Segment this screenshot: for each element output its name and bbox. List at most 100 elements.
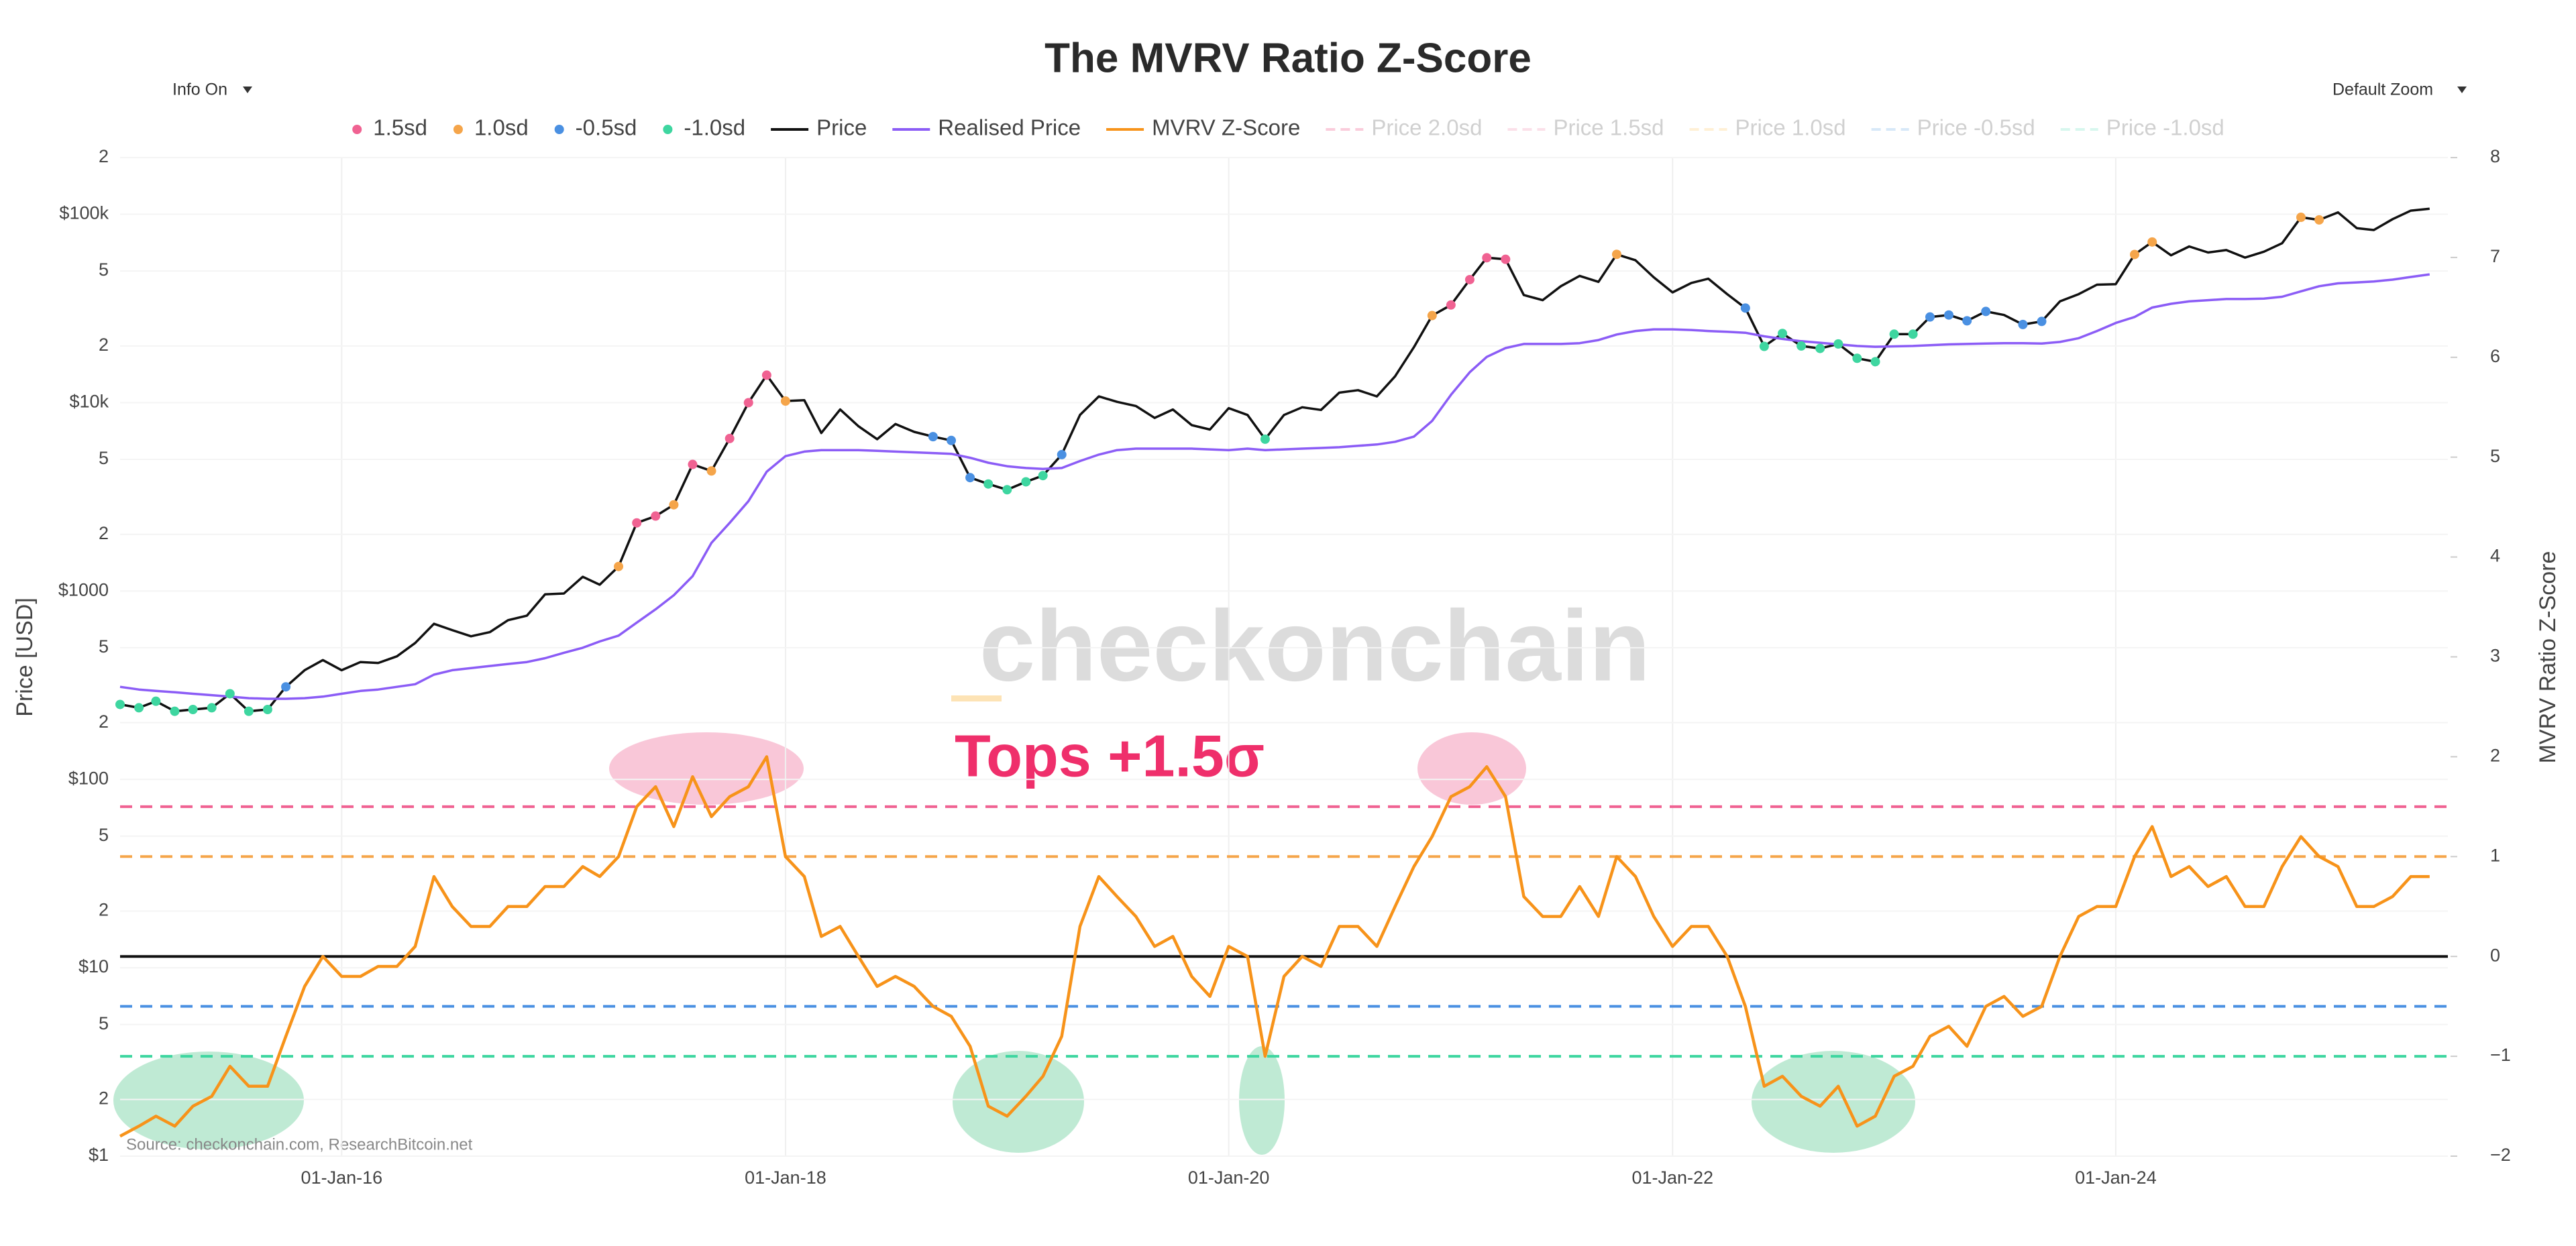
y2-tick-label: 3 <box>2490 646 2500 666</box>
band-marker <box>947 435 957 445</box>
legend-swatch <box>554 125 564 134</box>
band-marker <box>1833 339 1843 349</box>
band-marker <box>632 518 642 528</box>
legend-label: 1.0sd <box>474 115 529 140</box>
series-line <box>119 755 2430 1138</box>
source-note: Source: checkonchain.com, ResearchBitcoi… <box>126 1135 473 1153</box>
legend-label: Price 1.0sd <box>1735 115 1846 140</box>
legend-item[interactable]: -1.0sd <box>663 115 745 140</box>
band-marker <box>1611 249 1621 260</box>
bottom-highlight <box>1239 1046 1285 1155</box>
y-tick-label: 2 <box>99 146 109 166</box>
band-marker <box>706 466 716 476</box>
band-marker <box>207 703 217 713</box>
band-marker <box>2314 215 2324 225</box>
band-marker <box>115 699 125 710</box>
band-marker <box>1981 306 1991 317</box>
y-tick-label: 5 <box>99 825 109 845</box>
band-marker <box>2018 319 2028 329</box>
legend-label: Price -1.0sd <box>2106 115 2224 140</box>
legend-item[interactable]: Price 2.0sd <box>1326 115 1482 140</box>
y-tick-label: $100 <box>68 768 109 788</box>
top-highlight <box>1417 732 1526 805</box>
band-marker <box>1021 477 1031 487</box>
y2-tick-label: −2 <box>2490 1145 2511 1165</box>
legend-label: Realised Price <box>938 115 1081 140</box>
y2-tick-label: 7 <box>2490 246 2500 266</box>
y-tick-label: 5 <box>99 448 109 468</box>
band-marker <box>1464 274 1474 284</box>
band-marker <box>1482 253 1492 263</box>
y2-axis-title: MVRV Ratio Z-Score <box>2535 551 2561 764</box>
band-marker <box>1038 471 1048 481</box>
legend-item[interactable]: Realised Price <box>892 115 1081 140</box>
x-tick-label: 01-Jan-24 <box>2075 1168 2157 1188</box>
y-tick-label: 5 <box>99 636 109 657</box>
y2-tick-label: 1 <box>2490 845 2500 865</box>
legend-label: Price 1.5sd <box>1553 115 1664 140</box>
y2-tick-label: 6 <box>2490 346 2500 366</box>
band-marker <box>188 704 198 714</box>
y2-tick-label: 5 <box>2490 446 2500 466</box>
band-marker <box>2129 249 2139 260</box>
y2-tick-label: 2 <box>2490 746 2500 766</box>
band-marker <box>281 682 291 692</box>
zoom-button-label[interactable]: Default Zoom <box>2332 80 2433 99</box>
y-tick-label: $10 <box>78 956 109 976</box>
band-marker <box>151 696 161 706</box>
legend-item[interactable]: Price 1.0sd <box>1689 115 1846 140</box>
band-marker <box>134 703 144 713</box>
watermark-underscore <box>951 695 1002 701</box>
info-button-label[interactable]: Info On <box>172 80 227 99</box>
band-marker <box>1002 485 1012 495</box>
legend-item[interactable]: Price -0.5sd <box>1871 115 2035 140</box>
x-tick-label: 01-Jan-20 <box>1188 1168 1270 1188</box>
x-tick-label: 01-Jan-18 <box>745 1168 826 1188</box>
chart-title: The MVRV Ratio Z-Score <box>1044 35 1532 81</box>
legend-item[interactable]: 1.5sd <box>352 115 427 140</box>
legend-label: -1.0sd <box>684 115 745 140</box>
band-marker <box>1759 341 1769 351</box>
legend-item[interactable]: Price -1.0sd <box>2060 115 2224 140</box>
band-marker <box>2037 317 2047 327</box>
legend-item[interactable]: 1.0sd <box>453 115 529 140</box>
band-marker <box>1908 329 1918 339</box>
legend-item[interactable]: Price <box>771 115 867 140</box>
legend-item[interactable]: MVRV Z-Score <box>1106 115 1300 140</box>
info-button[interactable]: Info On <box>172 80 252 99</box>
legend-swatch <box>453 125 463 134</box>
y-tick-label: 2 <box>99 335 109 355</box>
y-tick-label: $10k <box>69 392 109 412</box>
y-tick-label: 2 <box>99 712 109 732</box>
band-marker <box>1962 316 1972 326</box>
band-marker <box>651 511 661 521</box>
y-tick-label: $100k <box>59 203 109 223</box>
legend-swatch <box>663 125 673 134</box>
band-marker <box>1852 353 1862 363</box>
legend-item[interactable]: Price 1.5sd <box>1507 115 1664 140</box>
watermark: checkonchain <box>979 589 1650 702</box>
top-highlight <box>609 732 804 805</box>
legend-label: Price -0.5sd <box>1917 115 2035 140</box>
highlights <box>113 732 1915 1155</box>
legend-item[interactable]: -0.5sd <box>554 115 637 140</box>
band-marker <box>780 396 790 406</box>
y2-tick-label: −1 <box>2490 1045 2511 1065</box>
bottom-highlight <box>953 1051 1084 1153</box>
y2-tick-label: 8 <box>2490 146 2500 166</box>
band-marker <box>2147 237 2157 247</box>
band-marker <box>965 473 975 483</box>
dropdown-arrow[interactable] <box>243 87 252 93</box>
band-marker <box>1778 329 1788 339</box>
band-marker <box>225 689 235 699</box>
bottom-highlight <box>1752 1051 1915 1153</box>
band-marker <box>743 398 753 408</box>
band-marker <box>2296 213 2306 223</box>
band-marker <box>1740 303 1750 313</box>
dropdown-arrow[interactable] <box>2457 87 2467 93</box>
zoom-button[interactable]: Default Zoom <box>2332 80 2467 99</box>
band-marker <box>1796 341 1807 351</box>
legend-label: Price <box>816 115 867 140</box>
